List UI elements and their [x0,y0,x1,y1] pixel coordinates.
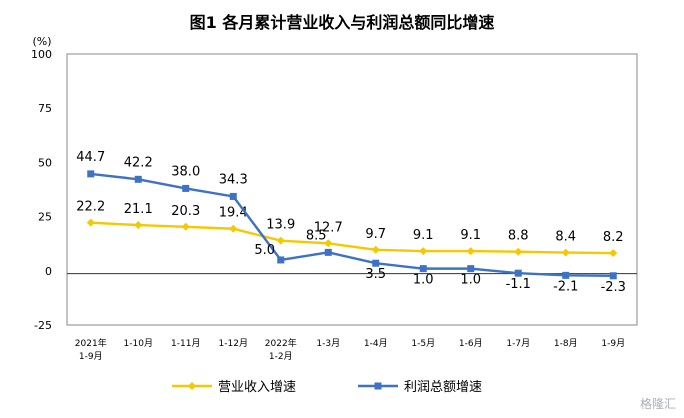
legend-marker [188,382,196,390]
y-axis-unit: (%) [32,35,51,48]
x-tick-line: 1-8月 [554,338,578,349]
series-marker [609,249,618,258]
series-marker [134,175,142,183]
series-marker [229,224,238,233]
series-marker [324,248,332,256]
x-tick-line: 1-10月 [124,338,153,349]
series-marker [181,222,190,231]
data-label: 42.2 [124,155,153,170]
data-label: 20.3 [171,204,200,219]
series-marker [514,269,522,277]
data-label: 8.4 [555,230,576,245]
series-marker [277,256,285,264]
x-tick-line: 1-11月 [171,338,200,349]
series-marker [276,236,285,245]
data-label: 19.4 [219,206,248,221]
series-marker [86,218,95,227]
x-tick-line: 1-6月 [459,338,483,349]
x-tick-line: 1-9月 [601,338,625,349]
series-marker [467,265,475,273]
data-label: 9.1 [460,228,481,243]
data-label: 9.7 [365,227,386,242]
data-label: -2.3 [601,280,626,295]
plot-frame [66,53,638,326]
series-line-1 [90,172,614,277]
x-tick-label: 1-9月 [601,338,625,349]
series-marker [182,184,190,192]
legend-marker [374,382,382,390]
x-tick-label: 2022年 1-2月 [265,337,297,362]
y-tick-label: 0 [45,265,52,278]
x-tick-label: 1-4月 [364,338,388,349]
x-tick-label: 1-10月 [124,338,153,349]
x-tick-line: 1-9月 [79,351,103,362]
x-tick-label: 1-6月 [459,338,483,349]
x-tick-line: 2022年 [265,337,297,349]
x-tick-label: 1-12月 [219,338,248,349]
data-label: 9.1 [413,228,434,243]
x-tick-label: 1-5月 [411,338,435,349]
data-label: 44.7 [76,150,105,165]
y-tick-label: 75 [38,102,52,115]
series-line-0 [90,221,614,255]
series-marker [372,259,380,267]
y-axis-ticks: 100 75 50 25 0 -25 [31,48,52,332]
legend: 营业收入增速 利润总额增速 [172,380,482,395]
x-tick-label: 2021年 1-9月 [75,337,107,362]
series-marker [562,271,570,279]
series-marker [609,272,617,280]
data-label: 8.8 [508,229,529,244]
data-label: 12.7 [314,220,343,235]
series-marker [514,247,523,256]
x-tick-label: 1-7月 [506,338,530,349]
x-tick-label: 1-3月 [316,338,340,349]
series-marker [371,245,380,254]
watermark: 格隆汇 [639,397,676,411]
x-tick-label: 1-8月 [554,338,578,349]
x-axis-ticks: 2021年 1-9月 1-10月 1-11月 1-12月 2022年 1-2月 1-3月 1-4… [75,337,625,362]
data-label: -1.1 [506,277,531,292]
series-marker [87,170,95,178]
x-tick-line: 1-2月 [269,351,293,362]
data-label: -2.1 [553,279,578,294]
legend-label: 利润总额增速 [404,380,482,395]
data-label: 3.5 [365,267,386,282]
y-tick-label: -25 [34,319,52,332]
data-label: 22.2 [76,200,105,215]
series-layer: 22.2 21.1 20.3 19.4 13.9 12.7 9.7 9.1 9.1 8.8 8.4 8… [76,150,626,295]
y-tick-label: 25 [38,211,52,224]
series-marker [561,248,570,257]
data-label: 38.0 [171,164,200,179]
series-marker [134,221,143,230]
data-label: 8.2 [603,230,624,245]
x-tick-line: 1-3月 [316,338,340,349]
series-marker [324,239,333,248]
x-tick-line: 1-5月 [411,338,435,349]
x-tick-line: 2021年 [75,337,107,349]
data-label: 5.0 [254,243,275,258]
series-marker [419,247,428,256]
series-marker [419,265,427,273]
data-label: 1.0 [460,273,481,288]
x-tick-line: 1-4月 [364,338,388,349]
series-marker [466,247,475,256]
data-label: 13.9 [266,218,295,233]
x-tick-line: 1-7月 [506,338,530,349]
legend-label: 营业收入增速 [218,380,296,395]
y-tick-label: 50 [38,156,52,169]
data-label: 1.0 [413,273,434,288]
chart-title: 图1 各月累计营业收入与利润总额同比增速 [190,13,495,32]
series-marker [229,192,237,200]
data-label: 34.3 [219,172,248,187]
y-tick-label: 100 [31,48,52,61]
x-tick-line: 1-12月 [219,338,248,349]
data-label: 8.5 [306,228,327,243]
x-tick-label: 1-11月 [171,338,200,349]
data-label: 21.1 [124,202,153,217]
